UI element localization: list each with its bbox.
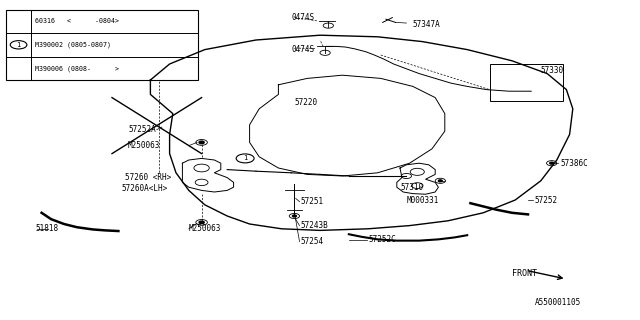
Text: M000331: M000331 xyxy=(406,196,439,204)
Text: 57251: 57251 xyxy=(301,197,324,206)
Text: 57347A: 57347A xyxy=(413,20,440,28)
Text: M390006 (0808-      >: M390006 (0808- > xyxy=(35,65,119,71)
Text: 1: 1 xyxy=(243,156,247,161)
Text: 60316   <      -0804>: 60316 < -0804> xyxy=(35,18,119,24)
Bar xyxy=(6,10,198,80)
Text: 1: 1 xyxy=(17,42,20,48)
Text: 57260 <RH>: 57260 <RH> xyxy=(125,173,171,182)
Text: 57243B: 57243B xyxy=(301,221,328,230)
Text: M250063: M250063 xyxy=(189,224,221,233)
Text: M390002 (0805-0807): M390002 (0805-0807) xyxy=(35,42,111,48)
Circle shape xyxy=(438,180,442,182)
Circle shape xyxy=(199,141,204,144)
Text: 51818: 51818 xyxy=(35,224,58,233)
Text: 57310: 57310 xyxy=(400,183,423,192)
Circle shape xyxy=(550,162,554,164)
Text: 57330: 57330 xyxy=(541,66,564,75)
Text: 57254: 57254 xyxy=(301,237,324,246)
Text: 57220: 57220 xyxy=(294,98,317,107)
Text: FRONT: FRONT xyxy=(512,269,537,278)
Text: 0474S: 0474S xyxy=(291,45,314,54)
Text: 57252: 57252 xyxy=(534,196,557,204)
Circle shape xyxy=(292,215,296,217)
Text: M250063: M250063 xyxy=(128,141,161,150)
Text: 57260A<LH>: 57260A<LH> xyxy=(122,184,168,193)
Text: 0474S: 0474S xyxy=(291,13,314,22)
Text: 57386C: 57386C xyxy=(560,159,588,168)
Text: A550001105: A550001105 xyxy=(534,298,580,307)
Text: 57252C: 57252C xyxy=(368,236,396,244)
Circle shape xyxy=(199,221,204,224)
Text: 57252A: 57252A xyxy=(128,125,156,134)
Bar xyxy=(490,64,563,101)
